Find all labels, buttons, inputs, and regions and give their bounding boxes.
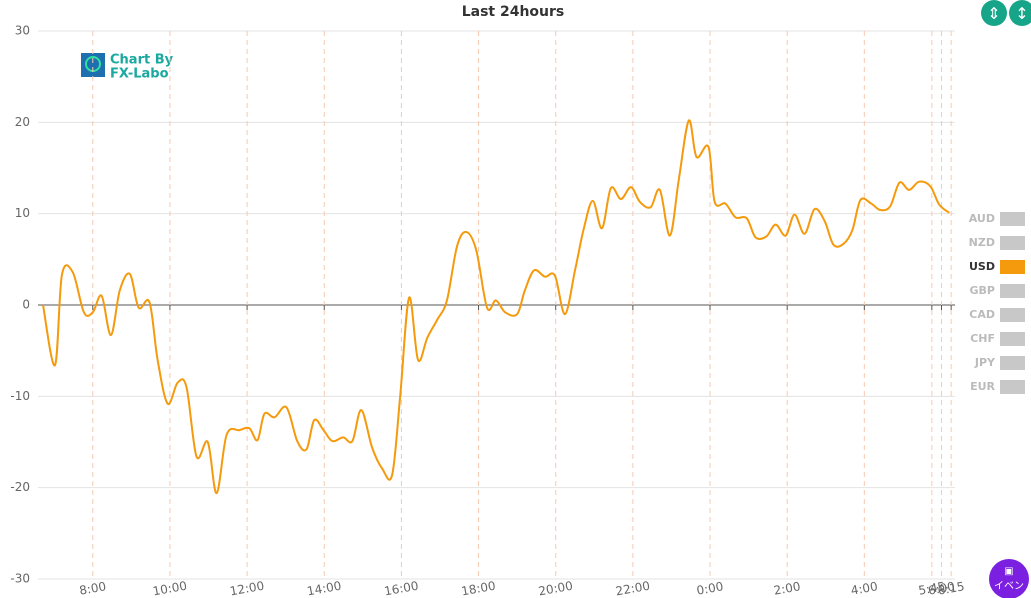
event-icon: ▣ — [1004, 566, 1014, 577]
x-tick-label: 2:00 — [773, 579, 802, 597]
legend-swatch — [1000, 260, 1025, 274]
x-tick-label: 0:00 — [695, 579, 724, 597]
y-tick-label: -30 — [10, 572, 30, 586]
legend-label: GBP — [970, 284, 995, 297]
legend-swatch — [1000, 308, 1025, 322]
x-tick-label: 22:00 — [615, 579, 651, 598]
legend-swatch — [1000, 212, 1025, 226]
x-tick-label: 6:15 — [937, 579, 966, 597]
x-tick-label: 14:00 — [306, 579, 342, 598]
legend-label: AUD — [969, 212, 995, 225]
legend-swatch — [1000, 236, 1025, 250]
y-tick-label: 20 — [15, 115, 30, 129]
legend-label: NZD — [969, 236, 995, 249]
logo-text: FX-Labo — [110, 67, 169, 82]
line — [42, 119, 950, 495]
x-tick-label: 10:00 — [152, 579, 188, 598]
legend-swatch — [1000, 356, 1025, 370]
expand-button[interactable]: ↕ — [1009, 0, 1031, 26]
y-tick-label: 10 — [15, 206, 30, 220]
legend-label: EUR — [970, 380, 995, 393]
logo-text: Chart By — [110, 53, 174, 68]
x-tick-label: 18:00 — [460, 579, 496, 598]
x-tick-label: 12:00 — [229, 579, 265, 598]
legend-label: CHF — [970, 332, 995, 345]
x-tick-label: 6:00 — [927, 579, 956, 597]
chart-title: Last 24hours — [462, 4, 565, 20]
legend-swatch — [1000, 332, 1025, 346]
y-tick-label: -20 — [10, 480, 30, 494]
y-tick-label: 30 — [15, 24, 30, 38]
collapse-button[interactable]: ⇕ — [981, 0, 1007, 26]
x-tick-label: 20:00 — [537, 579, 573, 598]
legend-label: CAD — [969, 308, 995, 321]
legend-label: USD — [969, 260, 995, 273]
event-label: イベン — [994, 581, 1024, 592]
y-tick-label: -10 — [10, 389, 30, 403]
x-tick-label: 5:45 — [917, 579, 946, 597]
x-tick-label: 16:00 — [383, 579, 419, 598]
legend-swatch — [1000, 284, 1025, 298]
y-tick-label: 0 — [22, 298, 30, 312]
event-button[interactable]: ▣ イベン — [989, 559, 1029, 598]
legend-label: JPY — [974, 356, 996, 369]
x-tick-label: 8:00 — [78, 579, 107, 597]
x-tick-label: 4:00 — [850, 579, 879, 597]
legend-swatch — [1000, 380, 1025, 394]
